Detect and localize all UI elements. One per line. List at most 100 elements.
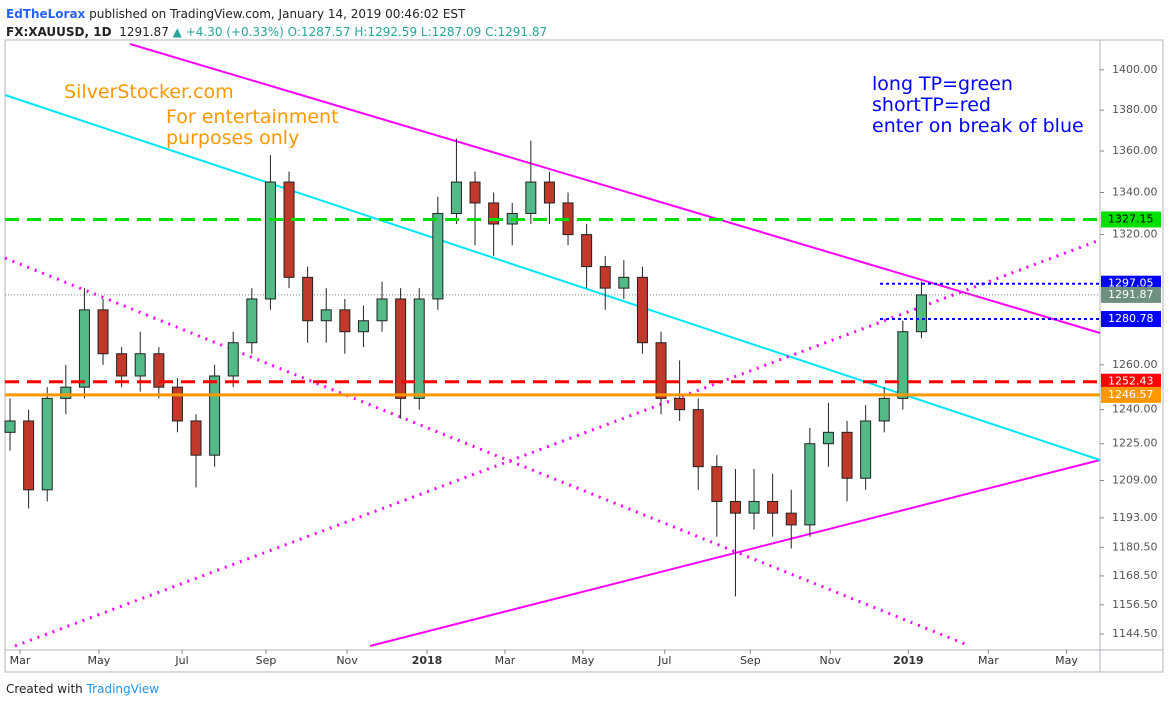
- candle-body: [60, 386, 72, 399]
- candle-body: [915, 294, 927, 333]
- candle-body: [655, 342, 667, 399]
- footer: Created with TradingView: [6, 682, 159, 696]
- candle-body: [729, 500, 741, 514]
- candle-body: [543, 181, 555, 204]
- candle-body: [320, 309, 332, 322]
- candle-body: [395, 298, 407, 399]
- trendline: [129, 43, 1101, 334]
- x-tick-label: Jul: [174, 654, 188, 667]
- candle-body: [246, 298, 258, 344]
- trendlines: [4, 43, 1101, 648]
- author[interactable]: EdTheLorax: [6, 7, 86, 21]
- candle-body: [692, 409, 704, 468]
- candle-body: [413, 298, 425, 399]
- candle-body: [4, 420, 16, 433]
- candle-body: [618, 276, 630, 289]
- candle-body: [711, 466, 723, 502]
- candle-body: [636, 276, 648, 344]
- x-tick-label: Mar: [978, 654, 999, 667]
- price-label: 1327.15: [1108, 212, 1154, 225]
- y-tick-label: 1225.00: [1112, 437, 1158, 450]
- candle-body: [78, 309, 90, 388]
- footer-text: Created with: [6, 682, 83, 696]
- symbol: FX:XAUUSD, 1D: [6, 25, 112, 39]
- price-label-bg: [1101, 211, 1161, 228]
- candle-body: [209, 375, 221, 456]
- y-tick-label: 1260.00: [1112, 358, 1158, 371]
- candle-body: [432, 212, 444, 300]
- candle-body: [469, 181, 481, 204]
- annotation-line: purposes only: [166, 127, 300, 149]
- candle-body: [822, 431, 834, 445]
- x-tick-label: Nov: [820, 654, 842, 667]
- annotation: SilverStocker.com: [64, 81, 234, 103]
- y-tick-label: 1240.00: [1112, 403, 1158, 416]
- candle-body: [581, 234, 593, 268]
- candle-body: [488, 202, 500, 225]
- price-label-bg: [1101, 373, 1161, 390]
- last: 1291.87: [119, 25, 169, 39]
- y-tick-label: 1193.00: [1112, 511, 1158, 524]
- candle-body: [116, 353, 128, 377]
- y-tick-label: 1360.00: [1112, 144, 1158, 157]
- ohlc: O:1287.57: [287, 25, 351, 39]
- x-tick-label: May: [572, 654, 595, 667]
- brand[interactable]: TradingView: [86, 682, 160, 696]
- annotation: For entertainment purposes only: [166, 107, 339, 149]
- price-label: 1246.57: [1108, 388, 1154, 401]
- annotation-line: shortTP=red: [872, 94, 991, 116]
- candle-body: [171, 386, 183, 422]
- x-tick-label: May: [88, 654, 111, 667]
- candle-body: [302, 276, 314, 322]
- y-tick-label: 1320.00: [1112, 228, 1158, 241]
- candle-body: [339, 309, 351, 333]
- candle-body: [804, 443, 816, 526]
- x-tick-label: 2018: [412, 654, 443, 667]
- candle-body: [376, 298, 388, 322]
- ohlc: H:1292.59: [354, 25, 418, 39]
- candle-body: [785, 512, 797, 526]
- candle-body: [357, 320, 369, 333]
- y-tick-label: 1340.00: [1112, 185, 1158, 198]
- candle-body: [283, 181, 295, 278]
- annotation-line: For entertainment: [166, 106, 339, 128]
- x-tick-label: Mar: [495, 654, 516, 667]
- x-tick-label: May: [1055, 654, 1078, 667]
- x-tick-label: Nov: [336, 654, 358, 667]
- x-tick-label: Sep: [256, 654, 277, 667]
- x-tick-label: Jul: [657, 654, 671, 667]
- candle-body: [674, 397, 686, 411]
- trendline: [4, 256, 971, 648]
- trendline: [14, 238, 1101, 648]
- x-tick-label: 2019: [893, 654, 924, 667]
- candle-body: [23, 420, 35, 491]
- frame: [4, 39, 1164, 673]
- y-tick-label: 1209.00: [1112, 474, 1158, 487]
- candle-body: [860, 420, 872, 479]
- candle-body: [264, 181, 276, 300]
- price-label-bg: [1101, 386, 1161, 403]
- y-tick-label: 1400.00: [1112, 63, 1158, 76]
- price-label-bg: [1101, 311, 1161, 328]
- price-label: 1280.78: [1108, 312, 1154, 325]
- price-label-bg: [1101, 286, 1161, 303]
- candle-body: [190, 420, 202, 456]
- change: ▲ +4.30 (+0.33%): [172, 25, 284, 39]
- candle-body: [599, 266, 611, 289]
- candle-body: [97, 309, 109, 355]
- price-label: 1297.05: [1108, 277, 1154, 290]
- trendline: [4, 94, 1101, 461]
- x-tick-label: Mar: [10, 654, 31, 667]
- candle-body: [227, 342, 239, 377]
- y-tick-label: 1168.50: [1112, 569, 1158, 582]
- candle-body: [525, 181, 537, 214]
- y-tick-label: 1180.50: [1112, 540, 1158, 553]
- candle-body: [153, 353, 165, 388]
- y-tick-label: 1380.00: [1112, 103, 1158, 116]
- annotation-line: long TP=green: [872, 73, 1013, 95]
- candle-body: [41, 397, 53, 491]
- candle-body: [134, 353, 146, 377]
- ohlc: L:1287.09: [420, 25, 482, 39]
